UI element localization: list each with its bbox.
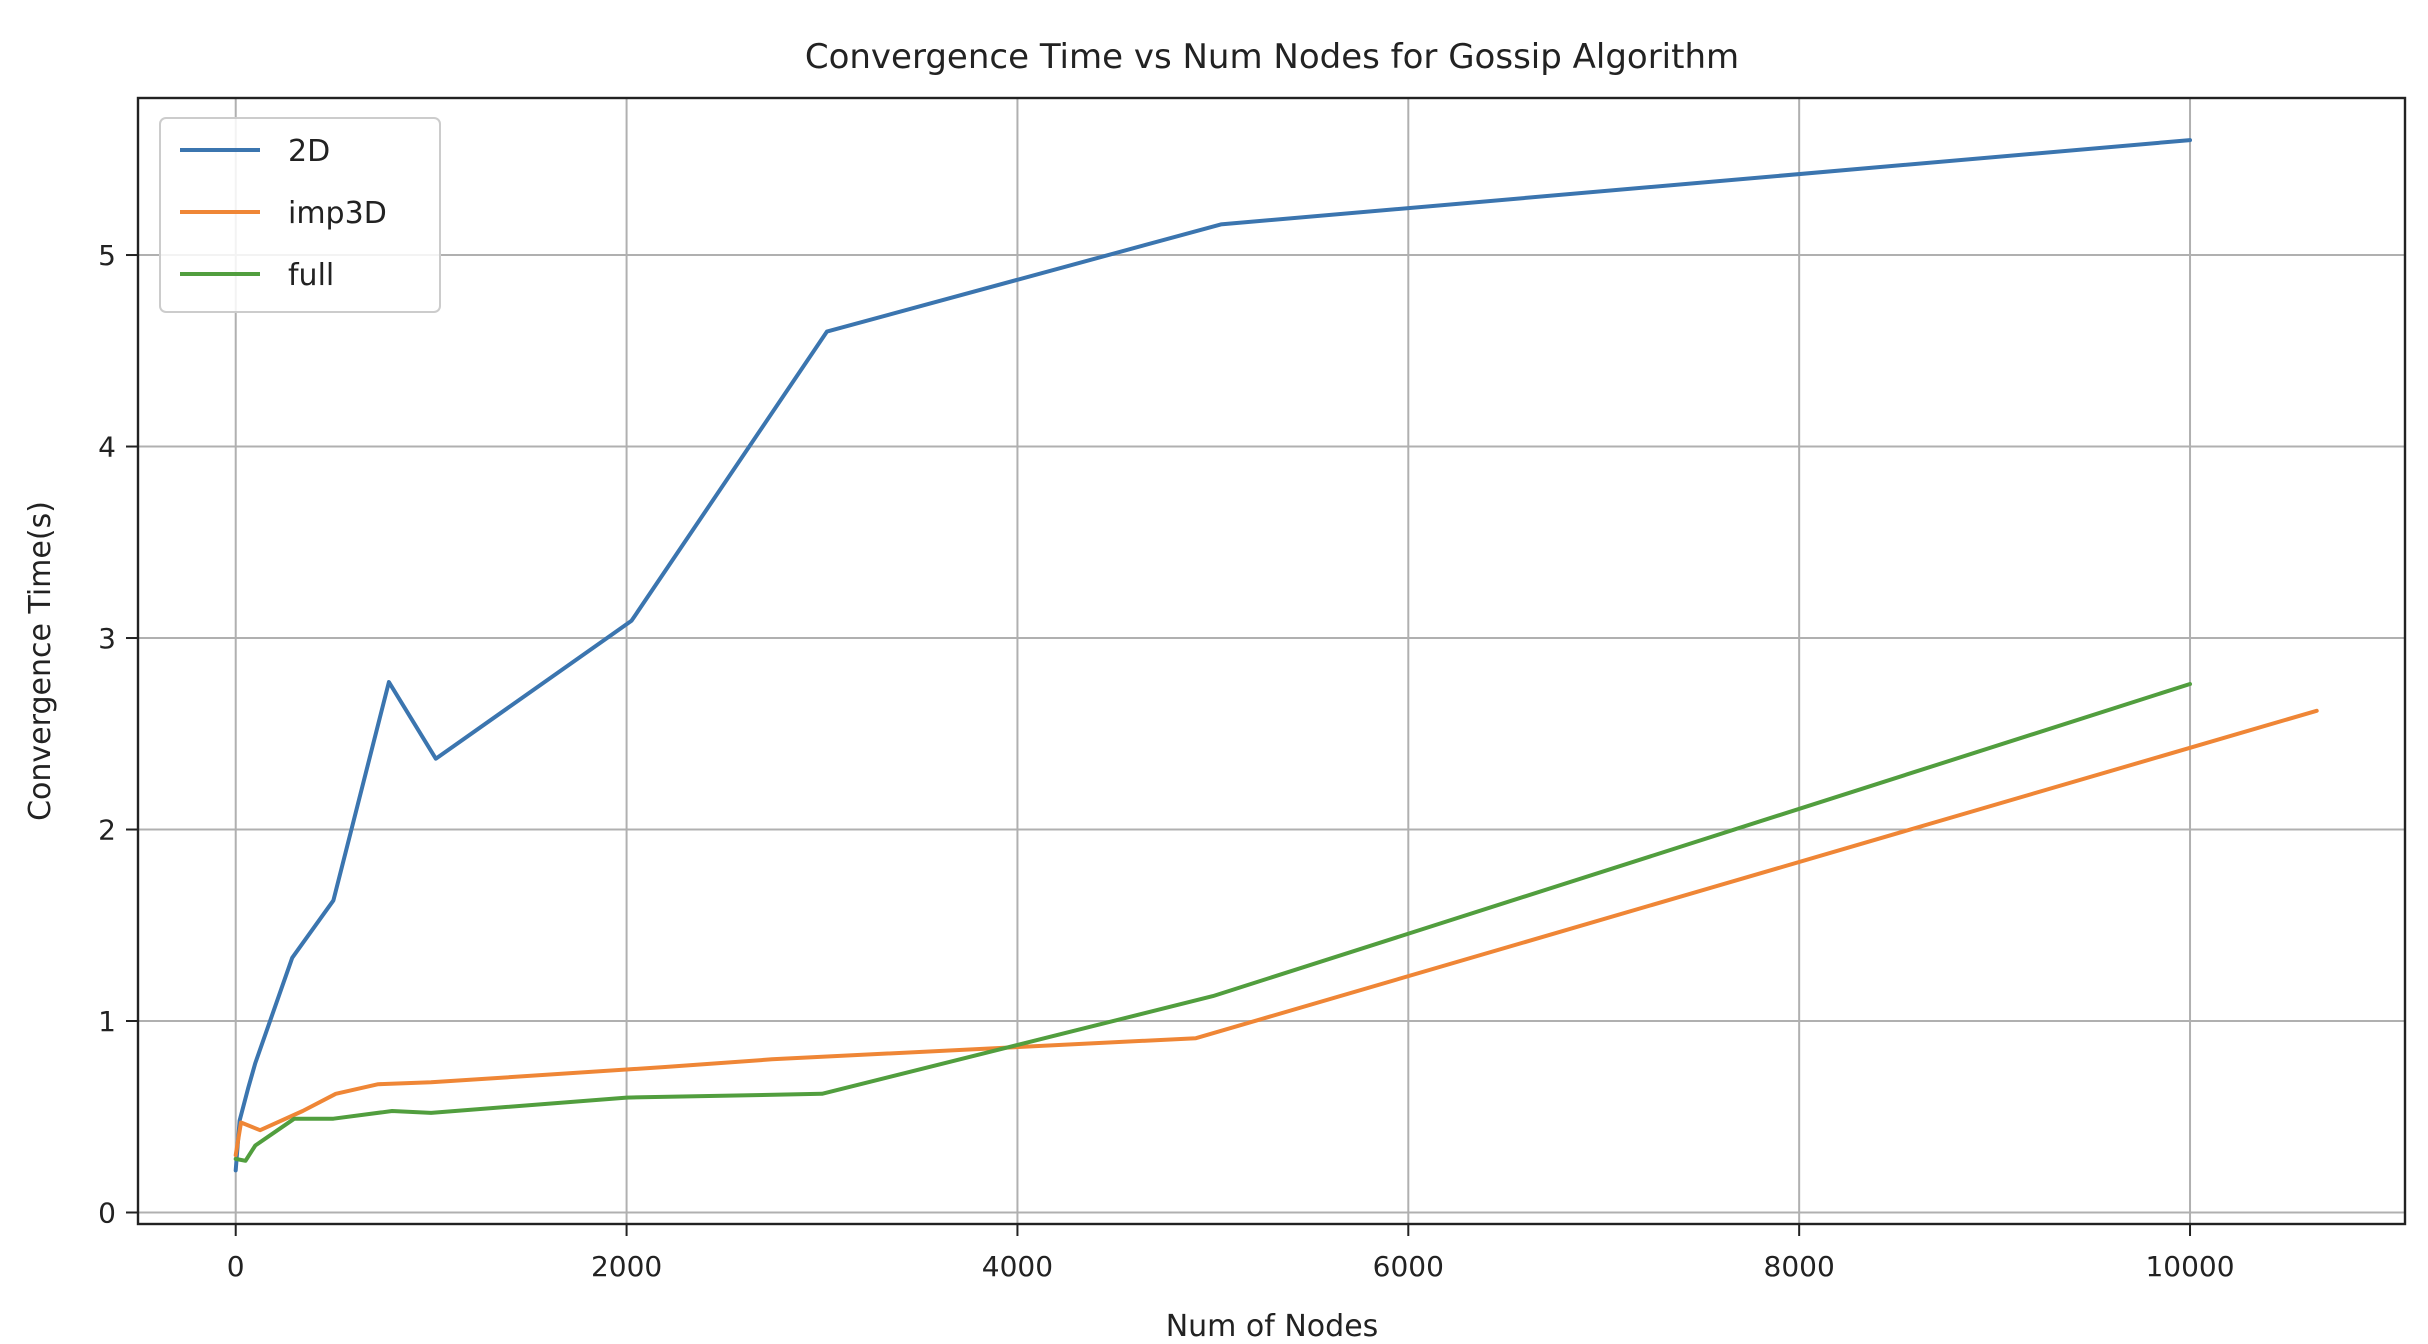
series-line-2D xyxy=(233,138,2192,1173)
y-tick-label: 0 xyxy=(98,1197,116,1230)
chart-title: Convergence Time vs Num Nodes for Gossip… xyxy=(805,37,1739,77)
x-axis-label: Num of Nodes xyxy=(1166,1309,1379,1344)
x-tick-label: 6000 xyxy=(1373,1250,1444,1283)
legend-label-imp3D: imp3D xyxy=(288,196,387,231)
legend-box xyxy=(159,117,441,313)
series-line-full xyxy=(233,682,2192,1163)
legend-label-full: full xyxy=(288,258,334,293)
plot-frame xyxy=(136,96,2407,1226)
x-tick-label: 0 xyxy=(227,1250,245,1283)
legend-label-2D: 2D xyxy=(288,134,330,169)
x-tick-label: 8000 xyxy=(1764,1250,1835,1283)
x-tick-label: 4000 xyxy=(982,1250,1053,1283)
y-axis-label: Convergence Time(s) xyxy=(23,501,58,821)
y-tick-label: 4 xyxy=(98,431,116,464)
series-layer xyxy=(233,138,2319,1173)
tick-layer: 0 2000 4000 6000 8000 10000 0 1 2 3 4 5 xyxy=(98,239,2234,1283)
grid-layer xyxy=(138,98,2405,1224)
y-tick-label: 2 xyxy=(98,814,116,847)
x-tick-label: 10000 xyxy=(2145,1250,2234,1283)
y-tick-label: 1 xyxy=(98,1005,116,1038)
y-tick-label: 5 xyxy=(98,239,116,272)
y-tick-label: 3 xyxy=(98,622,116,655)
legend: 2D imp3D full xyxy=(159,117,441,313)
series-line-imp3D xyxy=(233,708,2319,1158)
x-tick-label: 2000 xyxy=(591,1250,662,1283)
